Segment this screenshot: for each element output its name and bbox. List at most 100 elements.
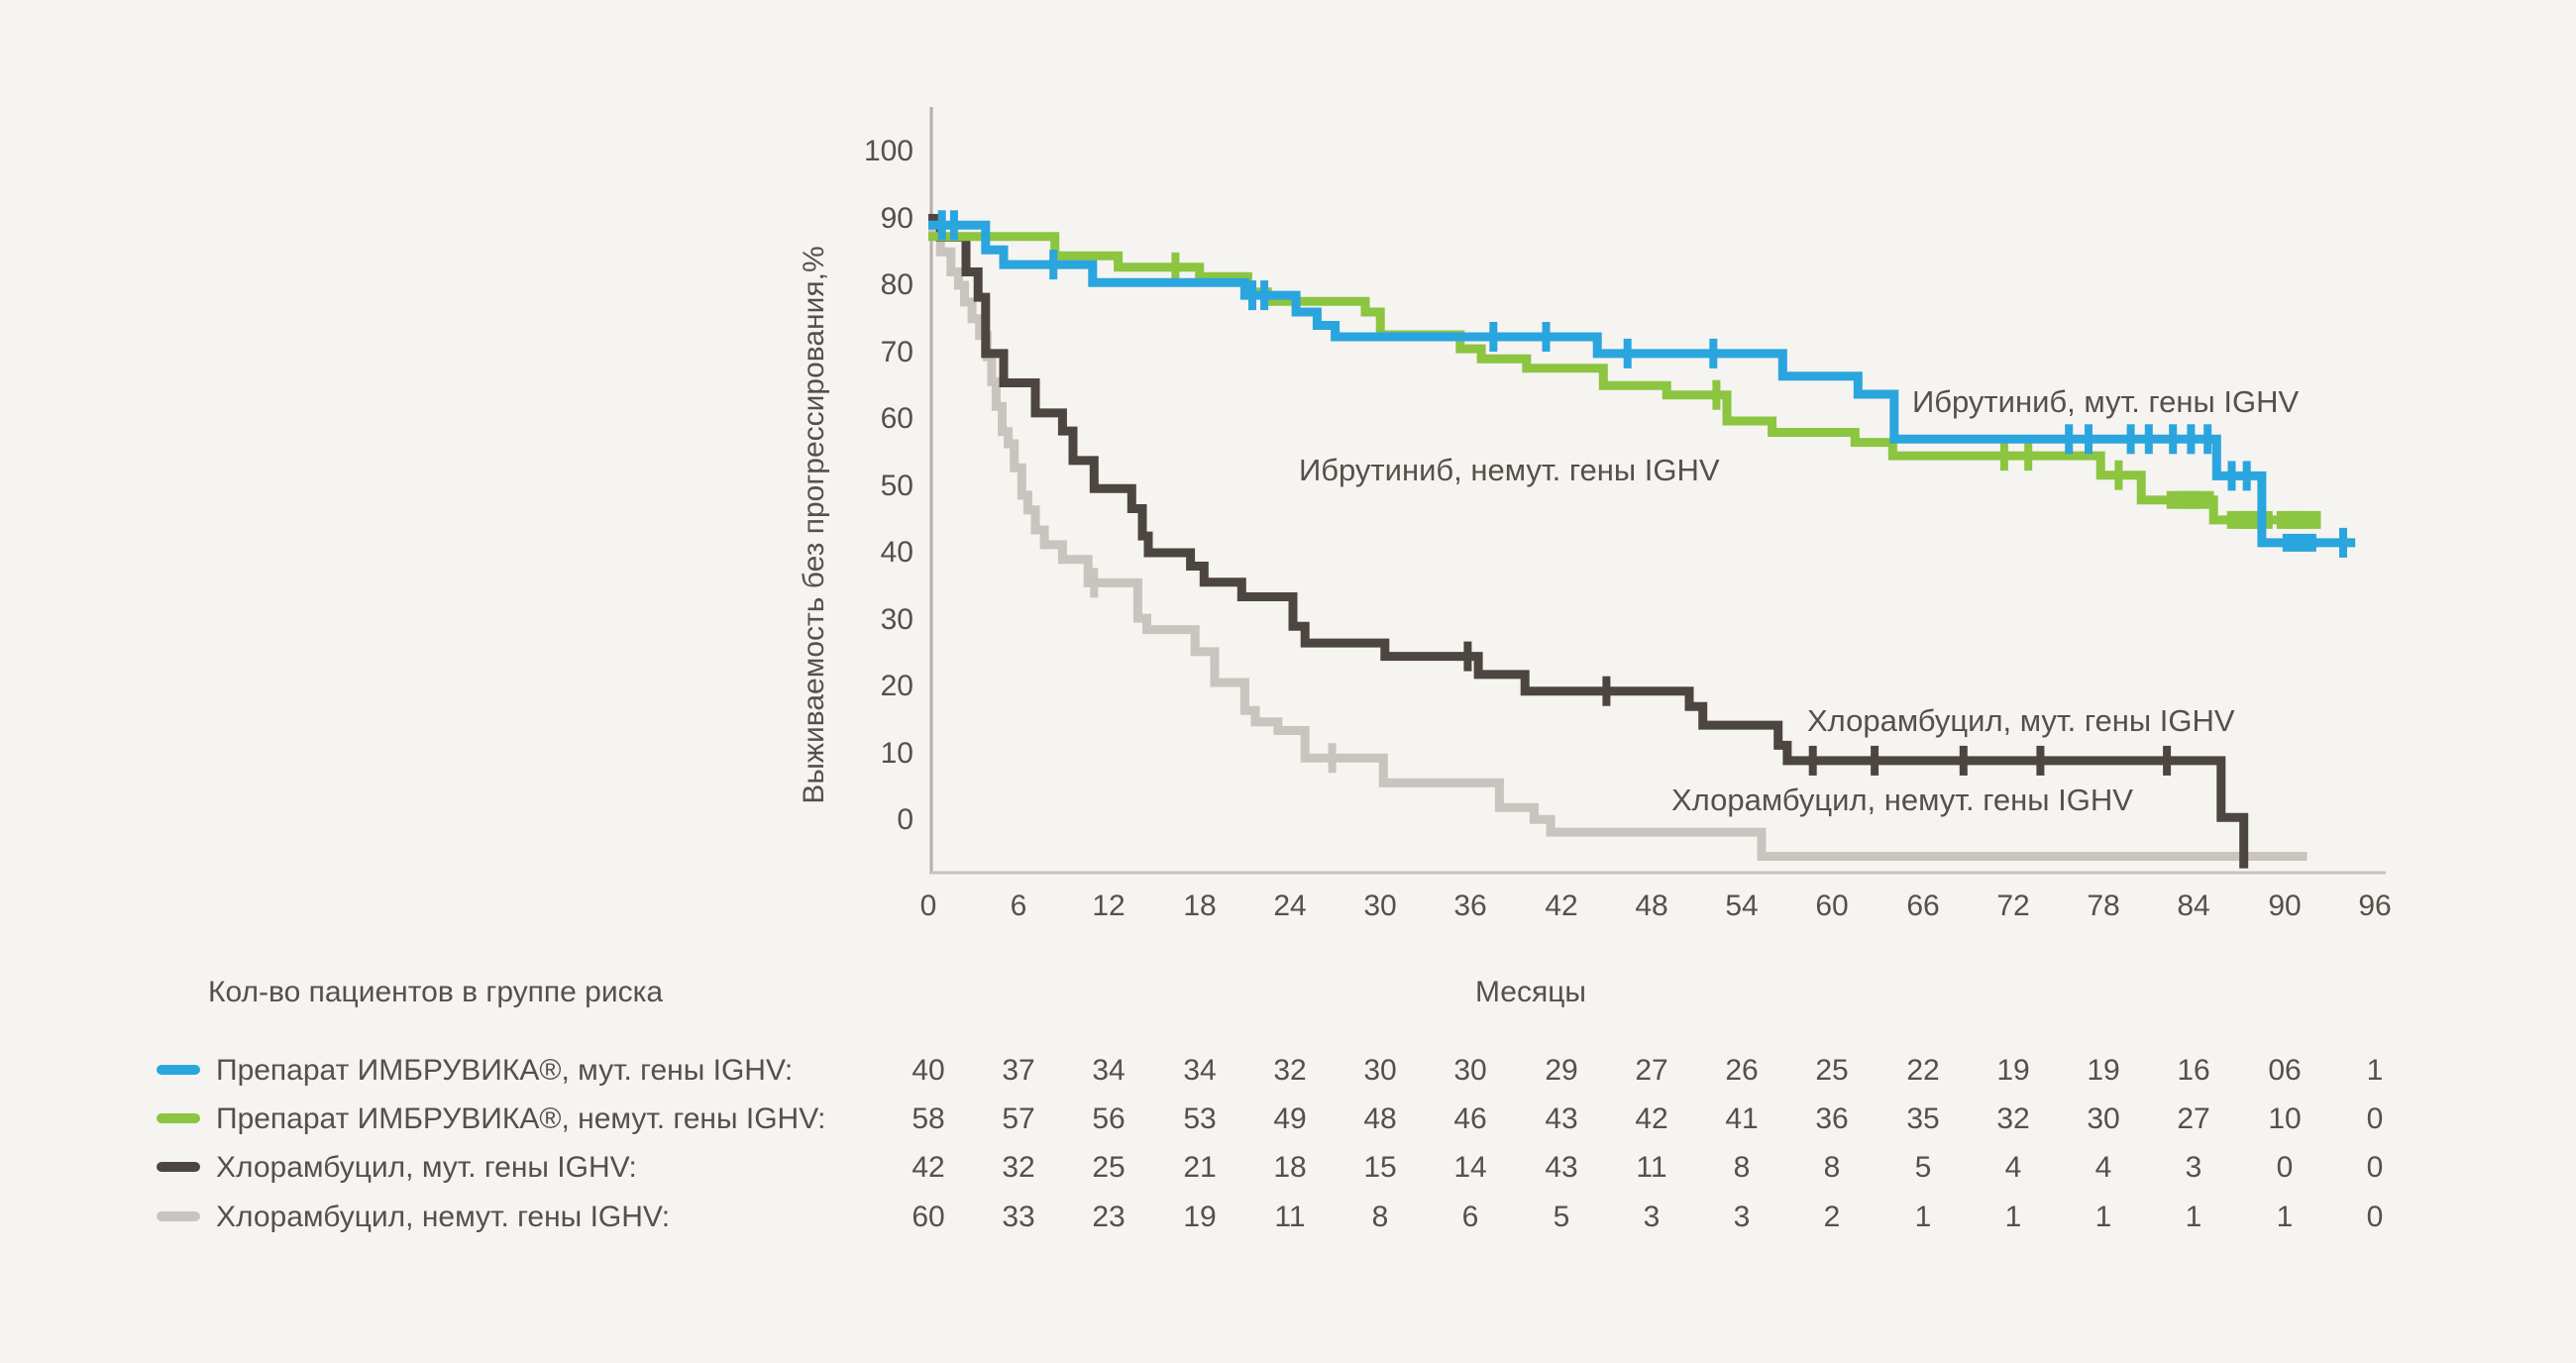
risk-count: 25 <box>1815 1054 1849 1087</box>
censor-mark-wide-ibrutinib-unmutated <box>2238 510 2273 529</box>
risk-count: 25 <box>1092 1151 1126 1184</box>
curve-label: Ибрутиниб, мут. гены IGHV <box>1912 384 2300 419</box>
y-tick-label: 20 <box>880 670 913 702</box>
x-tick-label: 66 <box>1906 890 1940 922</box>
censor-tick-ibrutinib-unmutated <box>2024 441 2033 472</box>
risk-count: 42 <box>912 1151 945 1184</box>
x-tick-label: 42 <box>1545 890 1578 922</box>
censor-tick-ibrutinib-unmutated <box>1712 379 1721 410</box>
risk-count: 11 <box>1274 1201 1306 1233</box>
risk-count: 27 <box>1635 1054 1668 1087</box>
risk-table-title: Кол-во пациентов в группе риска <box>208 976 664 1008</box>
risk-count: 21 <box>1183 1151 1217 1184</box>
curve-label: Хлорамбуцил, немут. гены IGHV <box>1671 783 2133 817</box>
risk-row-label: Хлорамбуцил, немут. гены IGHV: <box>216 1201 671 1233</box>
risk-count: 1 <box>1914 1201 1932 1233</box>
censor-tick-ibrutinib-mutated <box>1049 250 1058 280</box>
y-tick-label: 40 <box>880 536 913 569</box>
y-tick-label: 70 <box>880 336 913 368</box>
risk-count: 8 <box>1371 1201 1389 1233</box>
risk-count: 3 <box>2185 1151 2202 1184</box>
legend-swatch <box>157 1162 200 1172</box>
risk-count: 48 <box>1363 1102 1397 1135</box>
censor-tick-ibrutinib-mutated <box>2203 424 2212 455</box>
risk-row-label: Препарат ИМБРУВИКА®, немут. гены IGHV: <box>216 1102 826 1135</box>
x-tick-label: 24 <box>1273 890 1307 922</box>
y-tick-label: 50 <box>880 470 913 502</box>
risk-count: 30 <box>2087 1102 2120 1135</box>
y-tick-label: 10 <box>880 737 913 770</box>
censor-tick-ibrutinib-mutated <box>1709 338 1718 368</box>
risk-count: 37 <box>1002 1054 1035 1087</box>
risk-count: 1 <box>2094 1201 2112 1233</box>
y-tick-label: 100 <box>863 135 913 167</box>
km-curve-ibrutinib-mutated <box>928 220 2356 548</box>
risk-count: 1 <box>2366 1054 2384 1087</box>
risk-count: 14 <box>1453 1151 1487 1184</box>
risk-count: 30 <box>1453 1054 1487 1087</box>
risk-count: 60 <box>912 1201 945 1233</box>
censor-mark-wide-ibrutinib-mutated <box>2282 533 2316 552</box>
censor-tick-ibrutinib-mutated <box>2169 424 2178 455</box>
risk-count: 42 <box>1635 1102 1668 1135</box>
risk-count: 1 <box>2185 1201 2202 1233</box>
risk-count: 34 <box>1092 1054 1126 1087</box>
curve-label: Хлорамбуцил, мут. гены IGHV <box>1807 703 2235 738</box>
km-curve-chlorambucil-unmutated <box>928 227 2308 861</box>
risk-count: 46 <box>1453 1102 1487 1135</box>
censor-tick-ibrutinib-mutated <box>2126 424 2135 455</box>
censor-tick-ibrutinib-mutated <box>1489 322 1498 352</box>
y-tick-label: 90 <box>880 202 913 235</box>
y-tick-label: 30 <box>880 603 913 636</box>
x-tick-label: 54 <box>1725 890 1759 922</box>
risk-row-label: Хлорамбуцил, мут. гены IGHV: <box>216 1151 637 1184</box>
censor-tick-ibrutinib-mutated <box>2085 424 2093 455</box>
legend-swatch <box>157 1211 200 1221</box>
censor-tick-chlorambucil-mutated <box>1871 745 1879 776</box>
risk-count: 40 <box>912 1054 945 1087</box>
x-tick-label: 18 <box>1183 890 1217 922</box>
risk-count: 0 <box>2366 1102 2384 1135</box>
risk-count: 5 <box>1553 1201 1570 1233</box>
x-tick-label: 12 <box>1092 890 1126 922</box>
x-tick-label: 72 <box>1996 890 2030 922</box>
legend-swatch <box>157 1065 200 1075</box>
censor-tick-chlorambucil-unmutated <box>1328 743 1337 774</box>
x-tick-label: 84 <box>2177 890 2210 922</box>
censor-tick-chlorambucil-unmutated <box>1090 568 1099 598</box>
risk-count: 8 <box>1823 1151 1841 1184</box>
censor-tick-ibrutinib-mutated <box>937 210 946 241</box>
x-tick-label: 96 <box>2358 890 2392 922</box>
y-tick-label: 0 <box>897 803 913 836</box>
censor-tick-chlorambucil-mutated <box>2163 745 2172 776</box>
risk-count: 18 <box>1273 1151 1307 1184</box>
censor-tick-chlorambucil-mutated <box>1463 641 1472 672</box>
risk-count: 34 <box>1183 1054 1217 1087</box>
km-curve-ibrutinib-unmutated <box>928 232 2309 525</box>
risk-count: 11 <box>1636 1151 1667 1184</box>
risk-count: 56 <box>1092 1102 1126 1135</box>
risk-count: 4 <box>2004 1151 2022 1184</box>
risk-count: 16 <box>2177 1054 2210 1087</box>
risk-count: 19 <box>1183 1201 1217 1233</box>
risk-count: 57 <box>1002 1102 1035 1135</box>
risk-count: 43 <box>1545 1151 1578 1184</box>
censor-tick-ibrutinib-mutated <box>949 210 958 241</box>
censor-tick-ibrutinib-unmutated <box>2114 460 2123 490</box>
y-axis-title: Выживаемость без прогрессирования,% <box>798 246 830 804</box>
censor-tick-ibrutinib-mutated <box>1248 280 1256 311</box>
x-tick-label: 6 <box>1010 890 1027 922</box>
risk-count: 5 <box>1914 1151 1932 1184</box>
y-tick-label: 80 <box>880 268 913 301</box>
x-tick-label: 78 <box>2087 890 2120 922</box>
risk-count: 36 <box>1815 1102 1849 1135</box>
risk-count: 32 <box>1996 1102 2030 1135</box>
risk-count: 1 <box>2004 1201 2022 1233</box>
censor-tick-ibrutinib-mutated <box>2144 424 2153 455</box>
risk-count: 3 <box>1643 1201 1661 1233</box>
km-curve-chlorambucil-mutated <box>928 214 2249 869</box>
risk-count: 35 <box>1906 1102 1940 1135</box>
risk-count: 6 <box>1461 1201 1479 1233</box>
